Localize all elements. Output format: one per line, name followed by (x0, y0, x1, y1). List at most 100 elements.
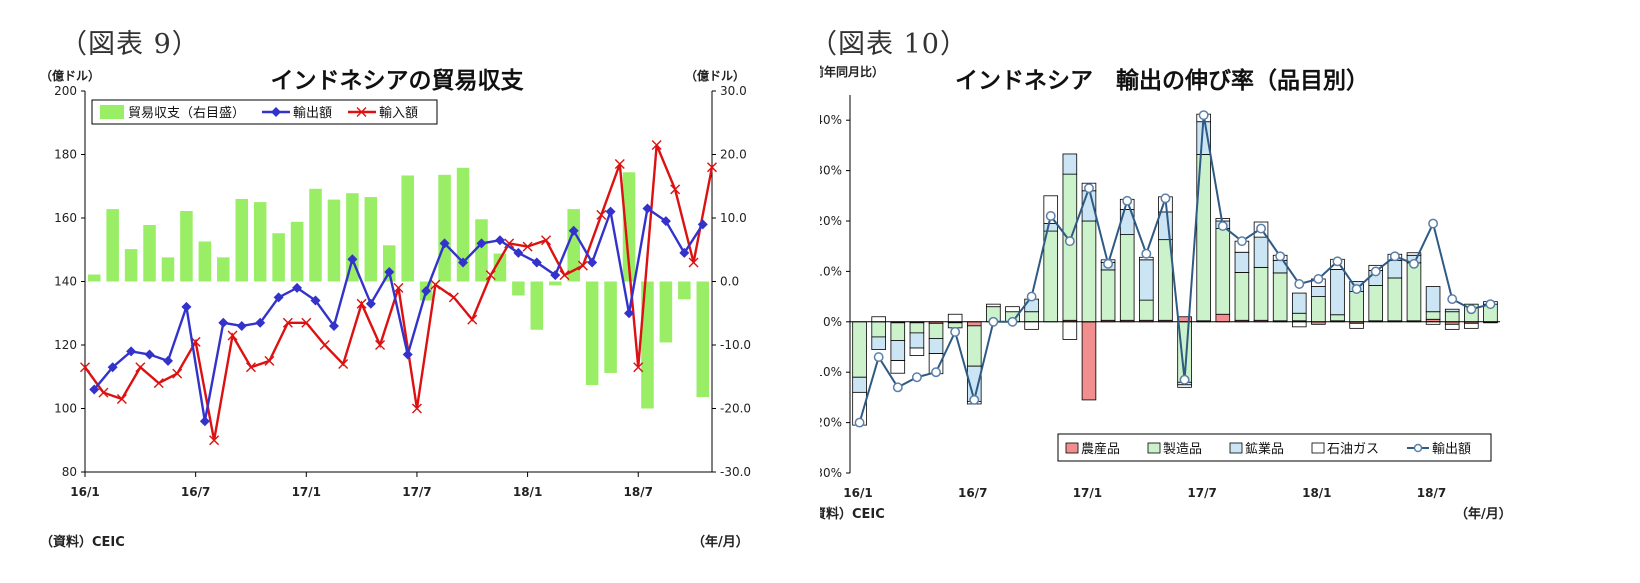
balance-bar (696, 281, 710, 398)
imports-marker (116, 393, 127, 404)
manufactured-bar (928, 322, 944, 339)
x-axis-unit: （年/月） (692, 534, 749, 550)
balance-bar (217, 257, 230, 282)
manufactured-bar (1291, 312, 1307, 322)
left-tick-label: 160 (54, 211, 77, 225)
right-tick-label: 0.0 (720, 275, 739, 289)
balance-bar (235, 198, 249, 282)
legend-swatch-0 (1065, 442, 1079, 454)
export-growth-marker (1179, 374, 1190, 385)
right-tick-label: 30.0 (720, 84, 747, 98)
balance-bar (253, 202, 267, 282)
imports-marker (319, 340, 330, 350)
mining-bar (1062, 153, 1078, 175)
export-growth-marker (1103, 258, 1114, 269)
export-growth-marker (1351, 284, 1362, 294)
exports-marker (679, 247, 690, 258)
balance-bar (87, 274, 101, 282)
export-growth-marker (1294, 279, 1305, 289)
export-growth-marker (1198, 110, 1209, 121)
imports-marker (670, 184, 681, 195)
mining-bar (852, 376, 867, 393)
exports-marker (181, 301, 192, 312)
balance-bar (622, 172, 636, 282)
exports-marker (255, 317, 266, 328)
balance-bar (143, 224, 156, 282)
exports-marker (292, 282, 303, 293)
export-growth-marker (1466, 304, 1477, 315)
export-growth-marker (892, 382, 903, 393)
manufactured-bar (1215, 228, 1231, 315)
imports-marker (245, 362, 256, 373)
exports-marker (273, 292, 284, 303)
oil-gas-bar (909, 347, 925, 356)
manufactured-bar (966, 325, 982, 367)
export-growth-chart: インドネシア 輸出の伸び率（品目別） （前年同月比） ▲30% ▲20% ▲10% 0% 1… (800, 64, 1512, 522)
export-growth-marker (950, 326, 961, 337)
imports-marker (559, 270, 570, 281)
imports-marker (467, 314, 478, 325)
mining-bar (1330, 268, 1345, 316)
y-tick-label: 0% (823, 315, 842, 329)
imports-marker (135, 362, 146, 373)
legend-imports-label: 輸入額 (379, 106, 418, 121)
oil-gas-bar (1062, 321, 1078, 340)
export-growth-marker (1026, 291, 1037, 302)
x-tick-label: 18/1 (513, 485, 542, 499)
left-tick-label: 120 (54, 338, 77, 352)
export-growth-marker (1370, 266, 1381, 277)
imports-marker (596, 209, 607, 220)
imports-marker (282, 317, 293, 328)
y-tick-label: ▲20% (820, 416, 842, 430)
imports-marker (80, 362, 90, 373)
exports-marker (494, 235, 505, 246)
x-tick-label: 18/7 (624, 485, 653, 499)
mining-bar (1291, 292, 1307, 314)
source-note: （資料）CEIC (40, 534, 125, 550)
manufactured-bar (1062, 173, 1078, 321)
oil-gas-bar (947, 313, 963, 323)
balance-bar (567, 209, 580, 282)
oil-gas-bar (1024, 321, 1039, 330)
oil-gas-bar (1406, 252, 1422, 256)
export-growth-marker (1141, 248, 1152, 259)
imports-marker (153, 378, 164, 389)
exports-marker (697, 219, 708, 230)
exports-marker (476, 238, 487, 249)
export-growth-marker (1084, 183, 1094, 194)
imports-marker (485, 270, 496, 281)
imports-marker (227, 330, 238, 341)
left-tick-label: 180 (54, 148, 77, 162)
chart-title: インドネシア 輸出の伸び率（品目別） (955, 67, 1369, 94)
manufactured-bar (1272, 272, 1288, 322)
balance-bar (161, 257, 175, 282)
x-tick-label: 17/7 (402, 485, 431, 499)
x-tick-label: 16/1 (843, 486, 872, 500)
left-tick-label: 200 (54, 84, 77, 98)
manufactured-bar (1330, 314, 1345, 322)
oil-gas-bar (890, 360, 906, 374)
manufactured-bar (1043, 230, 1059, 323)
exports-marker (402, 349, 413, 360)
balance-bar (475, 219, 488, 282)
legend-exports-marker (271, 107, 281, 117)
export-growth-marker (1428, 218, 1439, 229)
figure-9: （図表 9） インドネシアの貿易収支 （億ドル） （億ドル） 80 100 120 140 1… (0, 0, 820, 579)
legend-line-marker (1413, 443, 1423, 453)
balance-bar (309, 188, 322, 282)
balance-bar (530, 281, 544, 330)
legend-label-4: 輸出額 (1432, 442, 1471, 457)
imports-marker (301, 317, 312, 328)
right-tick-label: 20.0 (720, 148, 747, 162)
export-growth-marker (1236, 236, 1247, 247)
x-tick-label: 17/7 (1187, 486, 1216, 500)
left-tick-label: 100 (54, 402, 77, 416)
y-tick-label: 40% (820, 113, 842, 127)
legend-imports-marker (356, 107, 367, 117)
legend-balance-label: 貿易収支（右目盛） (128, 106, 245, 121)
exports-marker (439, 238, 450, 249)
exports-marker (605, 206, 616, 217)
export-growth-marker (1409, 258, 1419, 269)
x-tick-label: 16/7 (181, 485, 210, 499)
exports-marker (624, 308, 635, 319)
